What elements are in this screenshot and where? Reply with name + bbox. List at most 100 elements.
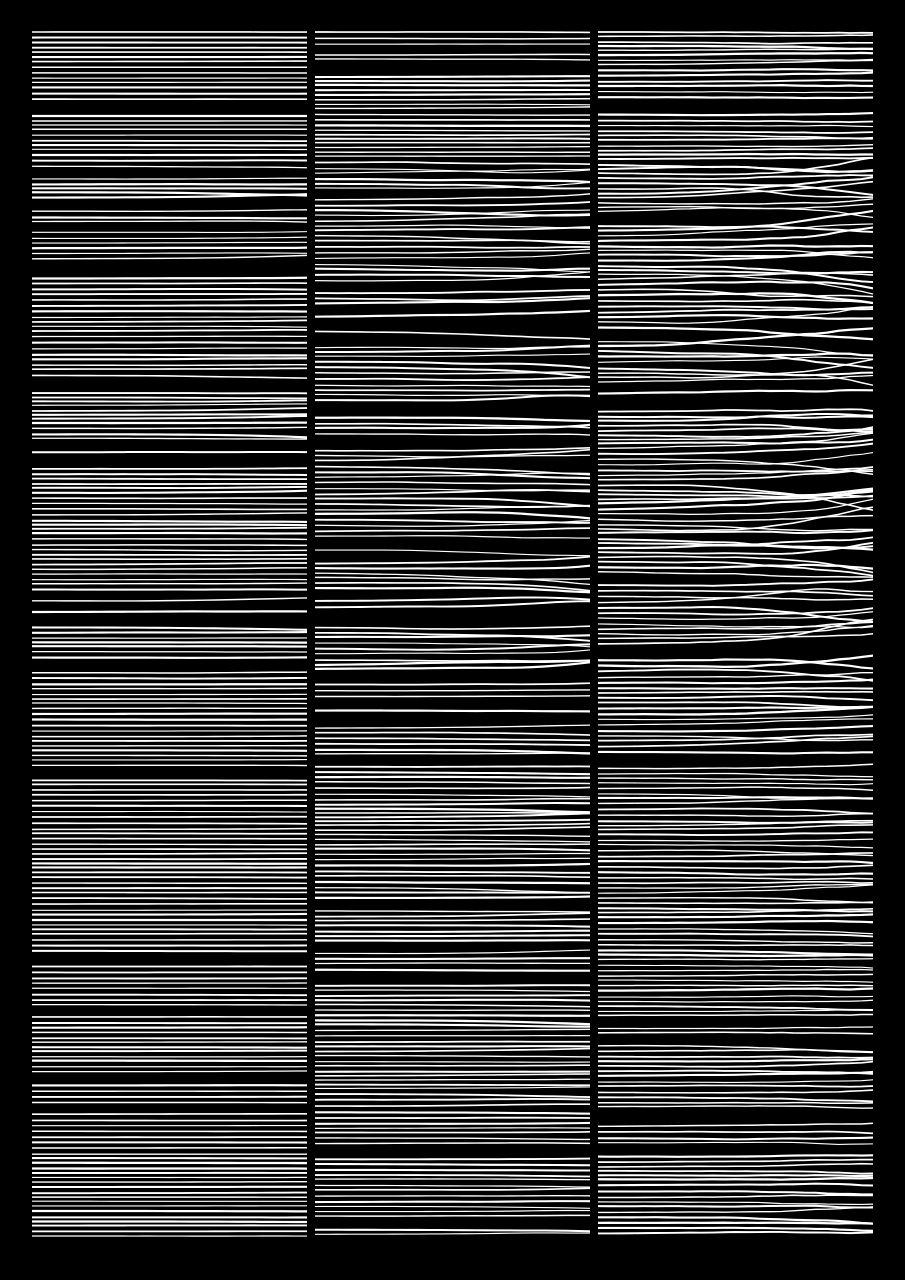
line	[598, 860, 873, 865]
line	[315, 448, 590, 462]
line	[315, 586, 590, 594]
line	[598, 819, 873, 827]
line	[315, 124, 590, 128]
line	[315, 984, 590, 987]
line	[315, 1054, 590, 1058]
line	[598, 273, 873, 295]
line	[598, 1162, 873, 1168]
line	[598, 658, 873, 670]
line	[315, 625, 590, 630]
line	[598, 678, 873, 685]
line	[32, 507, 307, 511]
line	[315, 709, 590, 713]
line	[598, 777, 873, 781]
line	[32, 582, 307, 585]
line	[598, 341, 873, 357]
line	[598, 182, 873, 196]
line	[598, 1105, 873, 1109]
line	[598, 772, 873, 778]
line	[32, 526, 307, 530]
line	[598, 1122, 873, 1128]
line	[598, 786, 873, 791]
line	[32, 396, 307, 400]
line	[32, 403, 307, 406]
line	[315, 847, 590, 852]
line	[598, 919, 873, 925]
line	[32, 246, 307, 250]
line	[598, 374, 873, 383]
line	[598, 244, 873, 249]
line	[315, 843, 590, 846]
line	[32, 433, 307, 439]
line	[598, 668, 873, 682]
line	[32, 749, 307, 752]
line	[598, 426, 873, 438]
line	[598, 705, 873, 710]
line	[32, 567, 307, 571]
line	[598, 31, 873, 34]
line	[315, 1078, 590, 1081]
line	[598, 820, 873, 824]
line	[598, 487, 873, 505]
line	[32, 437, 307, 440]
line	[315, 1023, 590, 1028]
line	[315, 752, 590, 755]
line	[598, 1230, 873, 1235]
line	[315, 1121, 590, 1125]
line	[315, 394, 590, 402]
line	[315, 822, 590, 826]
line	[598, 1154, 873, 1158]
line	[315, 471, 590, 480]
line	[315, 1028, 590, 1032]
line	[315, 103, 590, 106]
line	[32, 413, 307, 416]
line	[315, 106, 590, 110]
line	[315, 252, 590, 259]
line	[598, 1096, 873, 1103]
line	[315, 1064, 590, 1067]
line	[598, 124, 873, 128]
line	[32, 477, 307, 481]
line	[598, 979, 873, 983]
line	[598, 349, 873, 369]
line	[598, 1226, 873, 1232]
line	[598, 176, 873, 195]
line	[315, 833, 590, 838]
line	[598, 1190, 873, 1196]
line	[598, 156, 873, 160]
line	[315, 786, 590, 790]
line	[315, 1014, 590, 1017]
line	[598, 1176, 873, 1181]
line	[598, 621, 873, 631]
line	[315, 168, 590, 174]
line	[32, 631, 307, 634]
line	[598, 44, 873, 51]
line	[315, 862, 590, 867]
line	[315, 535, 590, 539]
line	[32, 298, 307, 301]
line	[598, 458, 873, 475]
line	[315, 505, 590, 511]
line	[315, 957, 590, 960]
line	[598, 852, 873, 858]
line	[315, 724, 590, 729]
line	[598, 96, 873, 100]
line	[32, 822, 307, 825]
line	[32, 852, 307, 855]
line	[598, 1084, 873, 1088]
line	[315, 353, 590, 358]
line	[315, 555, 590, 565]
line	[315, 968, 590, 972]
line	[315, 797, 590, 801]
line	[315, 133, 590, 137]
line	[598, 352, 873, 358]
line	[598, 292, 873, 305]
line	[598, 1079, 873, 1084]
line	[315, 689, 590, 692]
line	[598, 735, 873, 742]
line	[598, 71, 873, 77]
line	[315, 1103, 590, 1107]
line	[315, 422, 590, 429]
line	[598, 468, 873, 481]
